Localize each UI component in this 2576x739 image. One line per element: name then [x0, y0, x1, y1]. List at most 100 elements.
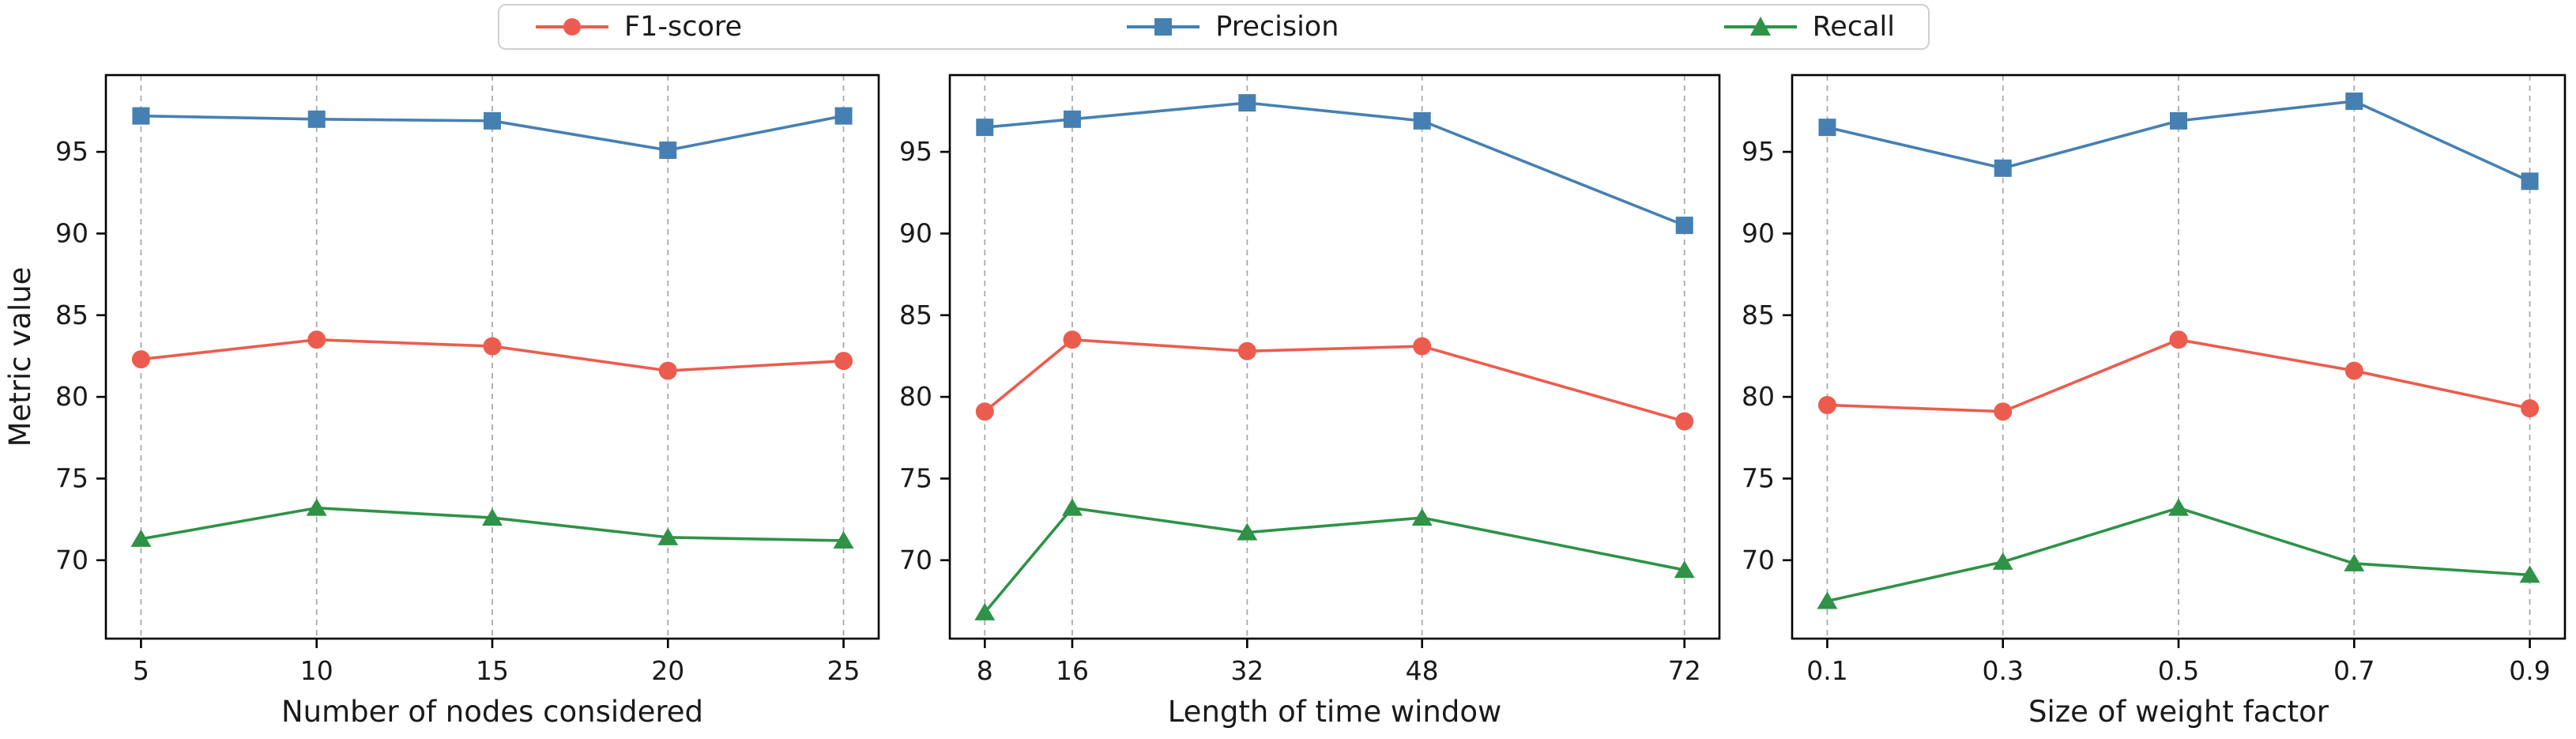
- y-tick-label: 80: [55, 381, 89, 412]
- y-tick-label: 85: [1742, 300, 1775, 330]
- y-tick-label: 95: [899, 136, 932, 167]
- y-tick-label: 80: [899, 381, 932, 412]
- data-point-marker: [306, 498, 327, 516]
- series-precision: [1818, 92, 2539, 190]
- data-point-marker: [307, 110, 326, 128]
- x-tick-label: 0.3: [1982, 655, 2023, 686]
- x-axis-label: Size of weight factor: [2028, 695, 2329, 729]
- y-tick-label: 70: [899, 545, 932, 575]
- series-line: [983, 337, 1686, 423]
- x-tick-label: 32: [1230, 655, 1264, 686]
- chart-panel-3: 70 75 80 85 90 95 0.1 0.3 0.5 0.7 0.9 Size of weigh…: [1742, 74, 2567, 729]
- data-point-marker: [1818, 119, 1836, 137]
- data-point-marker: [659, 141, 677, 160]
- legend-label-recall: Recall: [1812, 10, 1895, 43]
- chart-panel-2: 70 75 80 85 90 95 8 16 32 48 72 Length of time wind…: [899, 74, 1721, 729]
- data-point-marker: [2521, 399, 2540, 418]
- chart-panel-1: 70 75 80 85 90 95 5 10 15 20 25 Number of nodes con…: [3, 74, 880, 729]
- series-f1-score: [975, 330, 1694, 431]
- x-tick-label: 0.5: [2158, 655, 2199, 686]
- data-point-marker: [1063, 330, 1082, 349]
- data-point-marker: [834, 107, 853, 125]
- precision-line-square-icon: [1127, 18, 1200, 36]
- data-point-marker: [1411, 508, 1433, 526]
- data-point-marker: [2344, 361, 2363, 380]
- data-point-marker: [1675, 217, 1693, 235]
- data-point-marker: [2168, 498, 2189, 516]
- data-point-marker: [1237, 341, 1256, 360]
- x-tick-label: 15: [476, 655, 509, 686]
- series-f1-score: [1817, 330, 2540, 421]
- data-point-marker: [2345, 92, 2363, 111]
- legend-item-recall: Recall: [1721, 9, 1895, 44]
- x-axis-label: Length of time window: [1168, 695, 1502, 729]
- data-point-marker: [482, 508, 503, 526]
- recall-line-triangle-icon: [1723, 17, 1797, 36]
- legend-label-f1-score: F1-score: [624, 10, 743, 43]
- data-point-marker: [130, 529, 152, 547]
- y-tick-label: 90: [1742, 217, 1775, 248]
- data-point-marker: [975, 402, 994, 421]
- data-point-marker: [1675, 412, 1694, 431]
- data-point-marker: [1674, 560, 1695, 579]
- data-point-marker: [1817, 395, 1836, 414]
- data-point-marker: [1994, 159, 2012, 177]
- legend: F1-score Precision Recall: [498, 4, 1930, 50]
- x-axis-label: Number of nodes considered: [281, 695, 703, 729]
- data-point-marker: [976, 119, 994, 137]
- data-point-marker: [132, 107, 150, 125]
- x-tick-label: 16: [1056, 655, 1089, 686]
- data-point-marker: [1817, 591, 1838, 609]
- data-point-marker: [2344, 553, 2365, 571]
- data-point-marker: [1063, 110, 1081, 128]
- y-tick-label: 70: [1742, 545, 1775, 575]
- legend-label-precision: Precision: [1215, 10, 1339, 43]
- y-tick-label: 95: [55, 136, 89, 167]
- plot-border: [948, 74, 1721, 640]
- x-tick-label: 72: [1668, 655, 1701, 686]
- x-tick-label: 20: [651, 655, 684, 686]
- x-tick-label: 5: [133, 655, 149, 686]
- data-point-marker: [2521, 172, 2539, 190]
- data-point-marker: [2170, 111, 2187, 130]
- x-tick-label: 10: [300, 655, 333, 686]
- y-tick-label: 95: [1742, 136, 1775, 167]
- y-axis-label: Metric value: [3, 267, 37, 447]
- data-point-marker: [2169, 330, 2188, 349]
- data-point-marker: [1238, 94, 1256, 112]
- y-tick-label: 90: [899, 217, 932, 248]
- data-point-marker: [658, 361, 677, 380]
- data-point-marker: [2519, 565, 2540, 583]
- y-tick-label: 80: [1742, 381, 1775, 412]
- data-point-marker: [974, 602, 996, 620]
- data-point-marker: [1994, 402, 2013, 421]
- data-point-marker: [834, 352, 853, 371]
- series-recall: [130, 498, 854, 549]
- y-tick-label: 85: [55, 300, 89, 330]
- data-point-marker: [1413, 111, 1431, 130]
- y-tick-label: 70: [55, 545, 89, 575]
- y-tick-label: 75: [899, 462, 932, 493]
- data-point-marker: [307, 330, 326, 349]
- series-recall: [1817, 498, 2540, 609]
- y-tick-label: 75: [1742, 462, 1775, 493]
- f1-score-line-circle-icon: [536, 18, 608, 36]
- x-tick-label: 48: [1406, 655, 1439, 686]
- series-f1-score: [131, 330, 853, 380]
- x-tick-label: 8: [977, 655, 993, 686]
- series-precision: [976, 94, 1693, 235]
- data-point-marker: [1237, 522, 1258, 541]
- series-precision: [132, 107, 853, 160]
- series-line: [983, 101, 1686, 227]
- x-tick-label: 25: [827, 655, 861, 686]
- legend-item-precision: Precision: [1124, 9, 1339, 44]
- y-tick-label: 75: [55, 462, 89, 493]
- x-tick-label: 0.9: [2509, 655, 2550, 686]
- y-tick-label: 90: [55, 217, 89, 248]
- data-point-marker: [1992, 552, 2013, 570]
- series-line: [983, 506, 1686, 614]
- data-point-marker: [483, 337, 502, 356]
- series-recall: [974, 498, 1695, 620]
